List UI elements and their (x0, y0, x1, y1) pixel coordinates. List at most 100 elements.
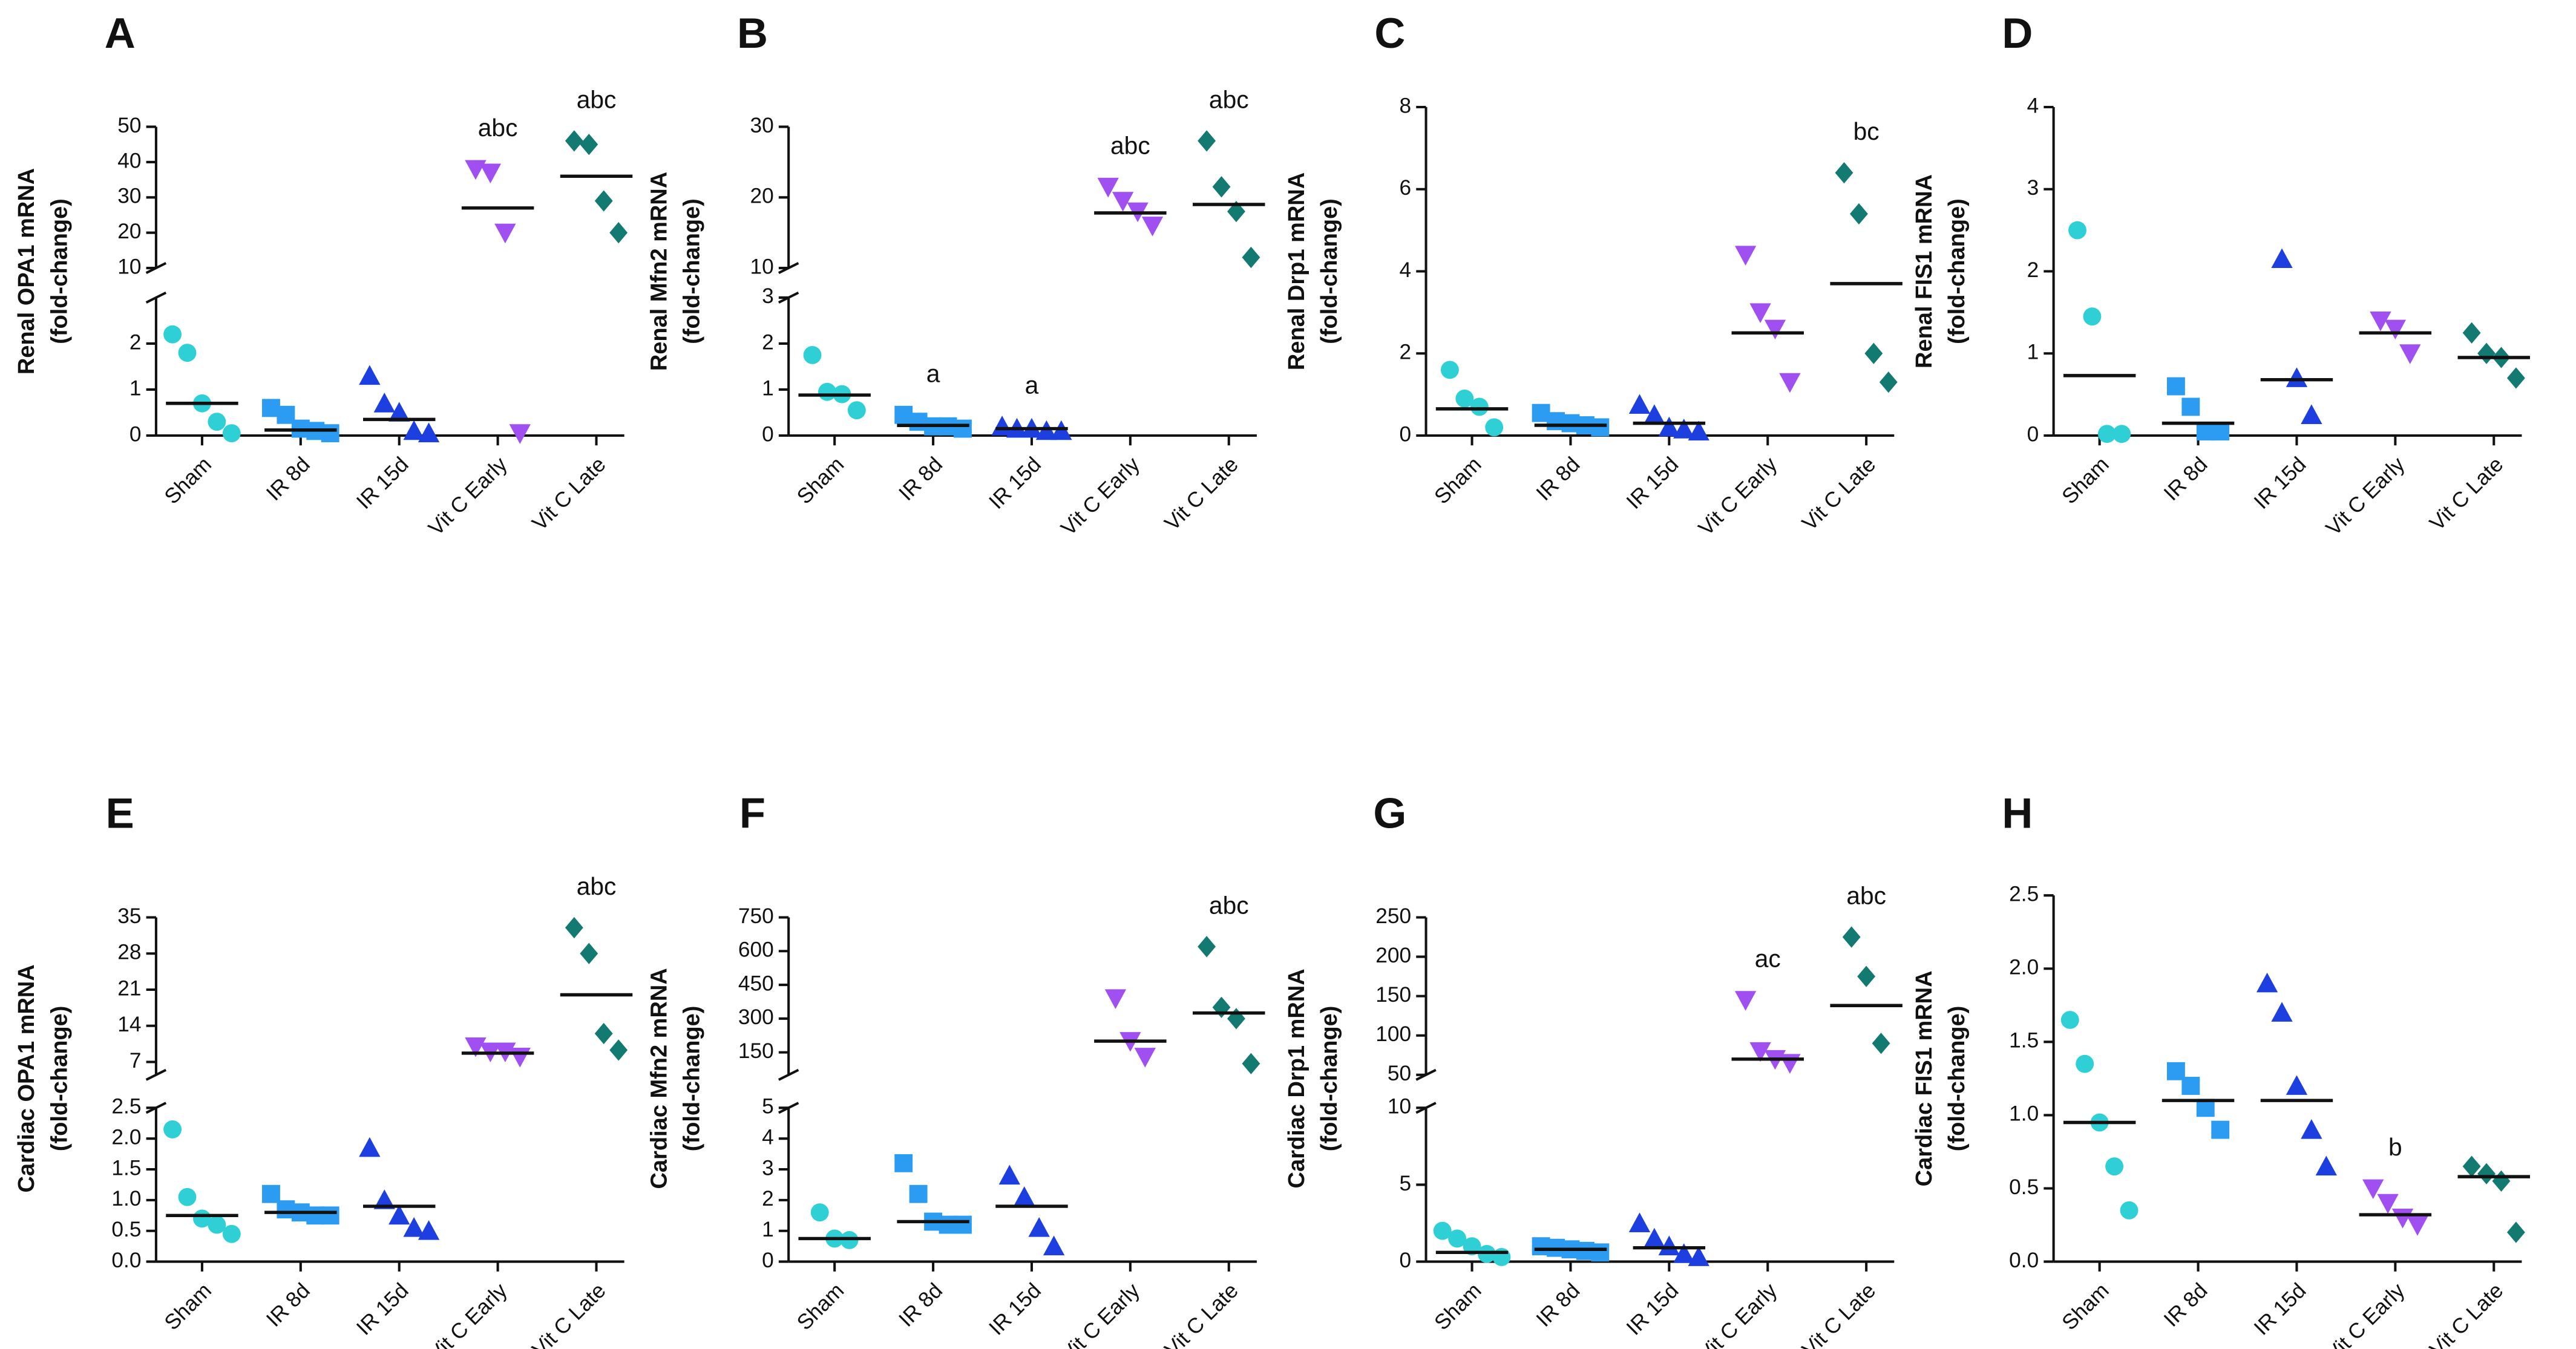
data-point (1028, 1217, 1050, 1237)
data-point (2083, 307, 2102, 326)
data-point (321, 1206, 339, 1225)
y-tick-label: 30 (750, 114, 773, 137)
y-axis-label: Cardiac FIS1 mRNA (1912, 970, 1937, 1186)
data-point (2286, 1075, 2308, 1095)
data-point (1864, 342, 1883, 364)
significance-label: abc (478, 114, 518, 142)
x-tick-label: Vit C Early (2322, 452, 2410, 540)
data-point (2370, 312, 2391, 332)
panel-letter: A (105, 9, 136, 57)
y-tick-label: 1.0 (111, 1187, 141, 1210)
x-tick-label: Sham (793, 1279, 849, 1335)
data-point (1198, 936, 1216, 958)
y-tick-label: 200 (1375, 944, 1411, 967)
y-tick-label: 450 (738, 972, 774, 995)
x-tick-label: Vit C Late (2425, 452, 2508, 535)
data-point (1673, 1243, 1695, 1263)
data-point (594, 190, 613, 212)
y-tick-label: 2 (129, 330, 142, 354)
y-axis-label: (fold-change) (1944, 198, 1970, 344)
y-tick-label: 10 (750, 255, 773, 278)
significance-label: abc (577, 872, 617, 900)
data-point (1658, 1235, 1680, 1256)
data-point (418, 422, 440, 443)
y-axis-label: Renal Mfn2 mRNA (646, 172, 672, 371)
y-tick-label: 0.5 (2009, 1175, 2039, 1199)
data-point (418, 1220, 440, 1240)
x-tick-label: IR 15d (985, 452, 1046, 514)
y-axis-label: (fold-change) (1317, 198, 1342, 344)
data-point (1857, 965, 1876, 987)
data-point (2477, 342, 2496, 364)
y-tick-label: 20 (750, 185, 773, 208)
x-tick-label: IR 8d (1532, 452, 1584, 505)
data-point (1141, 217, 1164, 237)
data-point (894, 1154, 913, 1172)
data-point (1835, 162, 1853, 184)
y-axis-label: (fold-change) (47, 1006, 72, 1152)
data-point (2506, 367, 2525, 389)
y-tick-label: 1 (129, 376, 142, 400)
significance-label: a (1025, 371, 1039, 399)
significance-label: abc (577, 86, 617, 114)
x-tick-label: Vit C Late (1160, 452, 1243, 535)
x-tick-label: IR 15d (2249, 1279, 2310, 1340)
data-point (1628, 394, 1651, 414)
y-tick-label: 3 (2027, 176, 2039, 200)
y-tick-label: 2 (1399, 341, 1411, 364)
data-point (1433, 1221, 1452, 1240)
y-tick-label: 150 (738, 1039, 774, 1063)
panel-letter: C (1374, 9, 1405, 57)
data-point (810, 1203, 829, 1222)
data-point (1097, 177, 1119, 198)
data-point (954, 1215, 972, 1234)
data-point (2407, 1216, 2428, 1236)
data-point (594, 1022, 613, 1045)
data-point (1779, 373, 1801, 393)
y-tick-label: 50 (1388, 1062, 1411, 1085)
data-point (163, 1120, 182, 1138)
data-point (1134, 1048, 1156, 1068)
significance-label: abc (1209, 86, 1249, 114)
x-tick-label: Sham (1430, 1279, 1486, 1335)
x-tick-label: Vit C Late (528, 1279, 611, 1349)
axis-break (778, 1068, 799, 1081)
data-point (1212, 996, 1231, 1018)
y-tick-label: 750 (738, 904, 774, 928)
data-point (1749, 1042, 1771, 1062)
x-tick-label: Vit C Early (424, 452, 512, 540)
data-point (2211, 422, 2230, 441)
data-point (208, 1215, 226, 1234)
data-point (359, 365, 381, 385)
y-tick-label: 2 (2027, 258, 2039, 282)
y-tick-label: 7 (129, 1049, 142, 1073)
data-point (1470, 397, 1489, 416)
data-point (565, 130, 583, 152)
data-point (2301, 404, 2322, 424)
x-tick-label: Vit C Late (1160, 1279, 1243, 1349)
data-point (1455, 389, 1474, 408)
y-axis-label: (fold-change) (680, 1006, 705, 1152)
y-tick-label: 30 (117, 185, 141, 208)
data-point (1043, 1235, 1065, 1256)
y-axis-label: (fold-change) (1317, 1006, 1342, 1152)
data-point (1872, 1033, 1890, 1054)
y-tick-label: 0 (762, 422, 774, 446)
data-point (2166, 377, 2185, 396)
data-point (991, 416, 1013, 436)
data-point (1492, 1248, 1511, 1266)
data-point (1734, 246, 1757, 266)
y-tick-label: 0 (1399, 422, 1411, 446)
y-tick-label: 5 (1399, 1172, 1411, 1195)
data-point (2362, 1179, 2384, 1200)
y-tick-label: 8 (1399, 94, 1411, 117)
data-point (163, 325, 182, 344)
y-axis-label: (fold-change) (47, 198, 72, 344)
data-point (1644, 404, 1665, 424)
x-tick-label: Vit C Late (2425, 1279, 2508, 1349)
panel-letter: B (737, 9, 768, 57)
data-point (803, 346, 822, 364)
y-tick-label: 0 (1399, 1249, 1411, 1272)
data-point (1242, 246, 1260, 269)
x-tick-label: IR 8d (262, 452, 315, 505)
